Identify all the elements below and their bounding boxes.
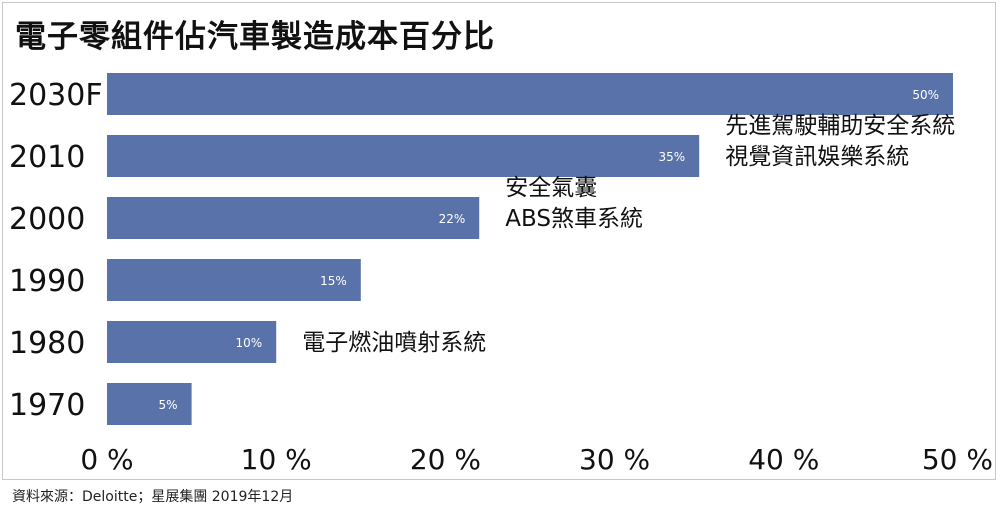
annotation-2010-line-2: 視覺資訊娛樂系統 xyxy=(725,144,909,170)
x-tick-label-50: 50 % xyxy=(922,443,993,476)
bar-1970 xyxy=(107,383,192,425)
x-tick-label-40: 40 % xyxy=(748,443,819,476)
bar-chart: 2030F 50% 2010 35% 2000 22% 1990 15% 1980 10% 1970… xyxy=(9,73,993,476)
source-note: 資料來源：Deloitte；星展集團 2019年12月 xyxy=(12,489,294,505)
bar-2010 xyxy=(107,135,700,177)
data-label-2000: 22% xyxy=(439,212,466,226)
data-label-1970: 5% xyxy=(159,398,178,412)
annotation-2000-line-2: ABS煞車系統 xyxy=(505,206,643,232)
category-label-2010: 2010 xyxy=(9,140,85,175)
x-tick-label-10: 10 % xyxy=(241,443,312,476)
data-label-2030F: 50% xyxy=(912,88,939,102)
annotation-2000-line-1: 安全氣囊 xyxy=(505,175,597,201)
bar-1980 xyxy=(107,321,277,363)
category-label-2000: 2000 xyxy=(9,202,85,237)
annotation-1980-line-1: 電子燃油噴射系統 xyxy=(302,330,486,356)
bar-1990 xyxy=(107,259,361,301)
category-label-1970: 1970 xyxy=(9,388,85,423)
category-label-1990: 1990 xyxy=(9,264,85,299)
category-label-2030F: 2030F xyxy=(9,78,103,113)
x-tick-label-30: 30 % xyxy=(579,443,650,476)
x-tick-label-20: 20 % xyxy=(410,443,481,476)
annotation-2010-line-1: 先進駕駛輔助安全系統 xyxy=(725,113,955,139)
chart-title: 電子零組件佔汽車製造成本百分比 xyxy=(15,19,495,55)
x-tick-label-0: 0 % xyxy=(80,443,133,476)
data-label-2010: 35% xyxy=(659,150,686,164)
bar-2000 xyxy=(107,197,480,239)
data-label-1980: 10% xyxy=(236,336,263,350)
category-label-1980: 1980 xyxy=(9,326,85,361)
data-label-1990: 15% xyxy=(320,274,347,288)
chart-frame: 電子零組件佔汽車製造成本百分比 2030F 50% 2010 35% 2000 22% 19… xyxy=(2,2,996,480)
bar-2030F xyxy=(107,73,953,115)
